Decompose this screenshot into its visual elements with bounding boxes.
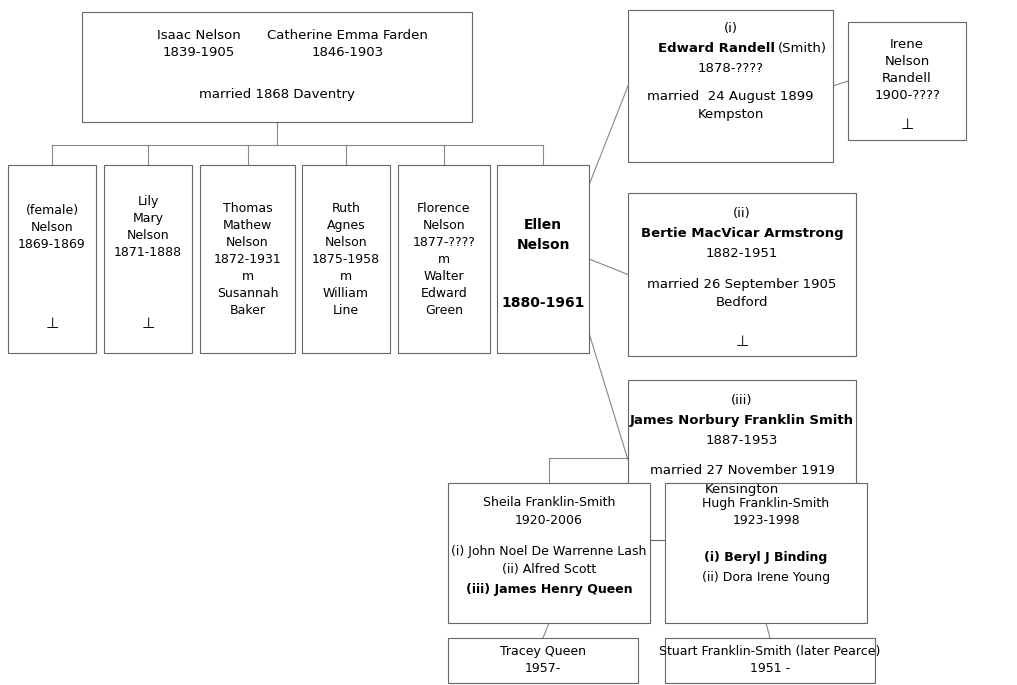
Text: Thomas
Mathew
Nelson
1872-1931
m
Susannah
Baker: Thomas Mathew Nelson 1872-1931 m Susanna… [214, 201, 282, 316]
Text: Tracey Queen
1957-: Tracey Queen 1957- [500, 645, 586, 675]
Text: 1923-1998: 1923-1998 [732, 514, 799, 527]
Text: (iii): (iii) [731, 393, 753, 406]
Bar [398, 165, 490, 353]
Bar [665, 638, 875, 683]
Text: ⊥: ⊥ [141, 316, 155, 330]
Text: 1920-2006: 1920-2006 [515, 514, 583, 527]
Bar [629, 10, 833, 162]
Text: ⊥: ⊥ [735, 334, 749, 349]
Text: 1878-????: 1878-???? [698, 62, 764, 75]
Bar [629, 193, 856, 356]
Bar [448, 638, 638, 683]
Bar [448, 483, 650, 623]
Bar [665, 483, 868, 623]
Text: Hugh Franklin-Smith: Hugh Franklin-Smith [703, 497, 830, 510]
Text: ⊥: ⊥ [46, 316, 59, 330]
Text: (iii) James Henry Queen: (iii) James Henry Queen [466, 582, 633, 595]
Bar [104, 165, 192, 353]
Text: (i) Beryl J Binding: (i) Beryl J Binding [705, 551, 828, 564]
Text: Edward Randell: Edward Randell [658, 42, 775, 55]
Text: 1882-1951: 1882-1951 [706, 247, 778, 260]
Text: married 1868 Daventry: married 1868 Daventry [199, 88, 355, 101]
Text: Ruth
Agnes
Nelson
1875-1958
m
William
Line: Ruth Agnes Nelson 1875-1958 m William Li… [312, 201, 380, 316]
Text: Irene
Nelson
Randell
1900-????: Irene Nelson Randell 1900-???? [874, 38, 940, 102]
Text: 1880-1961: 1880-1961 [501, 296, 585, 310]
Bar [8, 165, 96, 353]
Bar [629, 380, 856, 540]
Bar [848, 22, 966, 140]
Text: Ellen
Nelson: Ellen Nelson [517, 219, 570, 252]
Text: Bertie MacVicar Armstrong: Bertie MacVicar Armstrong [641, 227, 843, 240]
Text: (ii) Alfred Scott: (ii) Alfred Scott [501, 564, 596, 577]
Bar [82, 12, 472, 122]
Text: (i) John Noel De Warrenne Lash: (i) John Noel De Warrenne Lash [452, 545, 647, 558]
Text: married  24 August 1899
Kempston: married 24 August 1899 Kempston [647, 90, 814, 121]
Text: Stuart Franklin-Smith (later Pearce)
1951 -: Stuart Franklin-Smith (later Pearce) 195… [659, 645, 881, 675]
Bar [200, 165, 295, 353]
Text: married 26 September 1905
Bedford: married 26 September 1905 Bedford [647, 277, 837, 308]
Text: James Norbury Franklin Smith: James Norbury Franklin Smith [630, 414, 854, 427]
Bar [497, 165, 589, 353]
Text: Florence
Nelson
1877-????
m
Walter
Edward
Green: Florence Nelson 1877-???? m Walter Edwar… [413, 201, 475, 316]
Text: Catherine Emma Farden
1846-1903: Catherine Emma Farden 1846-1903 [266, 29, 427, 59]
Text: Isaac Nelson
1839-1905: Isaac Nelson 1839-1905 [157, 29, 241, 59]
Text: (ii): (ii) [733, 206, 751, 219]
Text: Sheila Franklin-Smith: Sheila Franklin-Smith [483, 497, 615, 510]
Text: 1887-1953: 1887-1953 [706, 434, 778, 447]
Text: (Smith): (Smith) [778, 42, 827, 55]
Bar [302, 165, 390, 353]
Text: ⊥: ⊥ [900, 116, 913, 132]
Text: (female)
Nelson
1869-1869: (female) Nelson 1869-1869 [18, 203, 85, 251]
Text: married 27 November 1919
Kensington: married 27 November 1919 Kensington [650, 464, 834, 495]
Text: Lily
Mary
Nelson
1871-1888: Lily Mary Nelson 1871-1888 [114, 195, 182, 259]
Text: (ii) Dora Irene Young: (ii) Dora Irene Young [702, 571, 830, 584]
Text: (i): (i) [723, 21, 737, 34]
